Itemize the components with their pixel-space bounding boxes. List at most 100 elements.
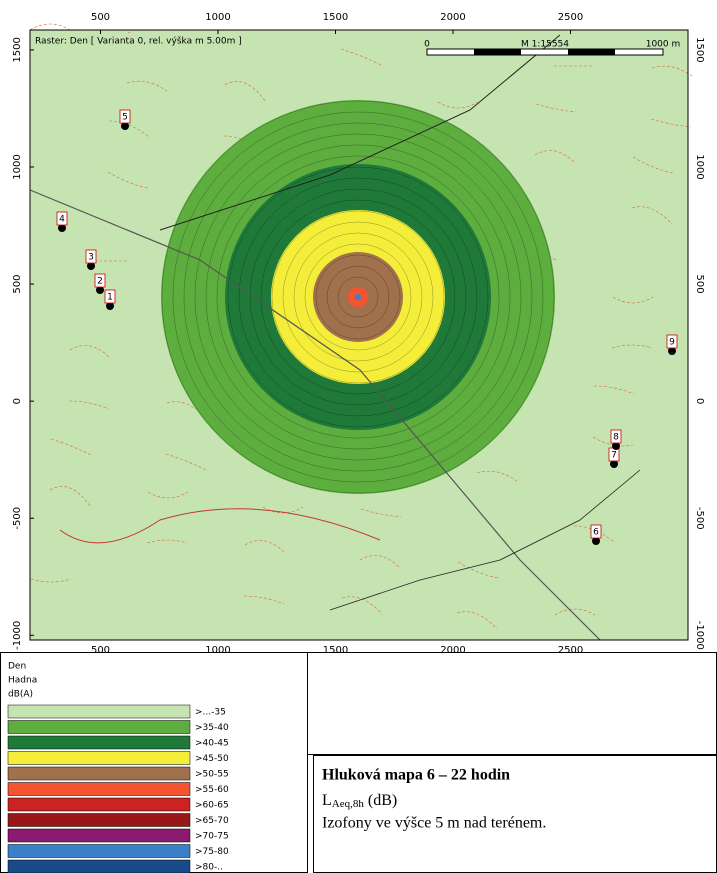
terrain-contour <box>49 486 91 507</box>
isophone-line <box>238 177 478 417</box>
legend-label: >75-80 <box>195 847 229 857</box>
terrain-contour <box>456 611 498 630</box>
y-tick-label-right: 1000 <box>694 154 705 179</box>
terrain-contour <box>437 101 479 109</box>
receiver-label: 2 <box>97 277 103 287</box>
raster-label-bg <box>32 33 260 47</box>
terrain-contour <box>29 23 71 31</box>
terrain-contour <box>360 508 402 518</box>
receiver-label: 1 <box>107 293 113 303</box>
isophone-line <box>260 199 456 395</box>
receiver-tag <box>85 249 97 264</box>
isophone-line <box>205 144 511 450</box>
y-tick-label-right: -500 <box>694 507 705 530</box>
y-tick-label-left: -1000 <box>12 621 23 650</box>
y-tick-label-right: 1500 <box>694 37 705 62</box>
legend-label: >55-60 <box>195 785 229 795</box>
legend-label: >...-35 <box>195 708 226 718</box>
isophone-line <box>227 166 489 428</box>
receiver-tag <box>56 211 68 226</box>
quantity-unit: (dB) <box>368 792 397 809</box>
isophone-line <box>337 276 379 318</box>
legend-swatch <box>7 751 191 765</box>
terrain-contour <box>611 344 653 349</box>
terrain-contour <box>476 470 518 482</box>
legend-label: >50-55 <box>195 770 229 780</box>
road <box>59 508 381 544</box>
quantity-subscript: Aeq,8h <box>332 798 365 810</box>
info-box <box>313 755 717 873</box>
receiver-tag <box>610 429 622 444</box>
legend-swatch <box>7 797 191 812</box>
receiver-point <box>610 460 618 468</box>
terrain-contour <box>68 400 110 410</box>
isophone-line <box>315 254 401 340</box>
quantity-symbol: L <box>322 792 332 809</box>
x-tick-label-top: 2500 <box>558 12 583 23</box>
terrain-contour <box>631 206 673 225</box>
legend-label: >80-.. <box>195 863 223 873</box>
receiver-point <box>612 442 620 450</box>
scale-bar-frame <box>426 48 664 56</box>
terrain-contour <box>612 296 654 304</box>
terrain-contour <box>593 385 635 395</box>
map-frame <box>29 29 689 641</box>
y-tick-label-right: -1000 <box>694 621 705 650</box>
receiver-point <box>121 122 129 130</box>
receiver-point <box>87 262 95 270</box>
scale-bar: 0 M 1:15554 1000 m <box>424 40 680 56</box>
isophone-line <box>194 133 522 461</box>
legend-swatch <box>7 704 191 719</box>
info-quantity: LAeq,8h (dB) <box>322 792 397 810</box>
isophone-line <box>282 221 434 373</box>
legend-swatch <box>7 859 191 873</box>
terrain-contour <box>651 65 693 77</box>
legend-label: >45-50 <box>195 754 229 764</box>
scale-ratio: M 1:15554 <box>521 40 569 50</box>
isophone-line <box>249 188 467 406</box>
info-title: Hluková mapa 6 – 22 hodin <box>322 767 510 784</box>
legend-swatch <box>7 844 191 858</box>
x-tick-label-bottom: 1500 <box>323 645 348 656</box>
legend-label: >35-40 <box>195 723 229 733</box>
y-tick-label-left: -500 <box>12 507 23 530</box>
empty-box <box>307 652 717 755</box>
receiver-tag <box>590 524 602 539</box>
isophone-line <box>183 122 533 472</box>
scale-end: 1000 m <box>646 40 681 50</box>
x-tick-label-bottom: 500 <box>91 645 110 656</box>
terrain-contour <box>147 491 189 499</box>
y-tick-label-right: 500 <box>694 275 705 294</box>
scale-bar-segment <box>568 49 615 55</box>
receiver-label: 5 <box>122 113 128 123</box>
terrain-contour <box>30 578 72 583</box>
y-tick-label-left: 0 <box>12 398 23 404</box>
receiver-label: 3 <box>88 253 94 263</box>
map-layer: 12 3 4 5 6 7 8 9 <box>29 23 693 641</box>
y-tick-label-left: 1000 <box>12 154 23 179</box>
road <box>159 34 561 231</box>
isophone-line <box>326 265 390 329</box>
isophone-line <box>216 155 500 439</box>
legend-label: >70-75 <box>195 832 229 842</box>
stream <box>329 469 641 611</box>
y-tick-label-right: 0 <box>694 398 705 404</box>
x-tick-label-top: 2000 <box>440 12 465 23</box>
raster-label: Raster: Den [ Varianta 0, rel. výška m 5… <box>35 36 242 47</box>
legend-swatch <box>7 720 191 734</box>
receiver-point <box>106 302 114 310</box>
terrain-contour <box>146 539 188 544</box>
isophone-line <box>304 243 412 351</box>
terrain-contour <box>534 150 576 164</box>
terrain-contour <box>224 81 266 102</box>
receiver-tag <box>94 273 106 288</box>
isophone-line <box>293 232 423 362</box>
isophone-line <box>271 210 445 384</box>
road <box>29 189 601 641</box>
terrain-contour <box>457 561 499 579</box>
terrain-contour <box>340 48 382 66</box>
receiver-point <box>668 347 676 355</box>
legend-swatch <box>7 782 191 796</box>
receiver-label: 7 <box>611 451 617 461</box>
receiver-label: 6 <box>593 528 599 538</box>
